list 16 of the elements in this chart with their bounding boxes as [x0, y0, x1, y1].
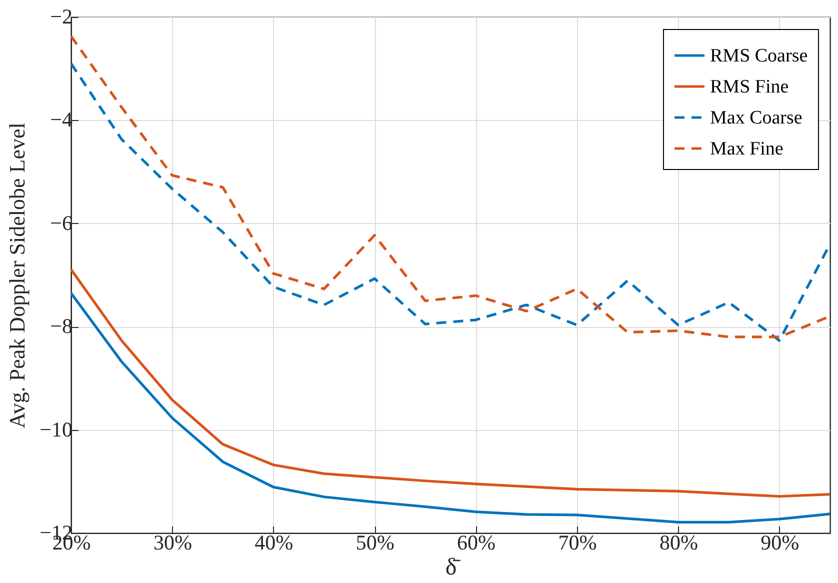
y-tick-label: −2 [50, 4, 72, 28]
x-tick-label: 70% [558, 530, 597, 554]
line-series [71, 292, 830, 524]
x-tick-label: 40% [254, 530, 294, 554]
legend-label: RMS Coarse [710, 46, 808, 66]
x-tick-label: 80% [659, 530, 698, 554]
legend-label: RMS Fine [710, 76, 789, 98]
legend-label: Max Coarse [710, 108, 802, 128]
x-axis-title: δ̄ [445, 554, 461, 580]
legend-label: Max Fine [710, 138, 784, 160]
x-tick-label: 60% [457, 530, 496, 554]
line-series [71, 268, 830, 498]
x-tick-label: 30% [153, 530, 192, 554]
x-tick-label: 90% [760, 530, 800, 554]
x-tick-label: 50% [356, 530, 394, 554]
y-axis-title: Avg. Peak Doppler Sidelobe Level [4, 122, 30, 428]
